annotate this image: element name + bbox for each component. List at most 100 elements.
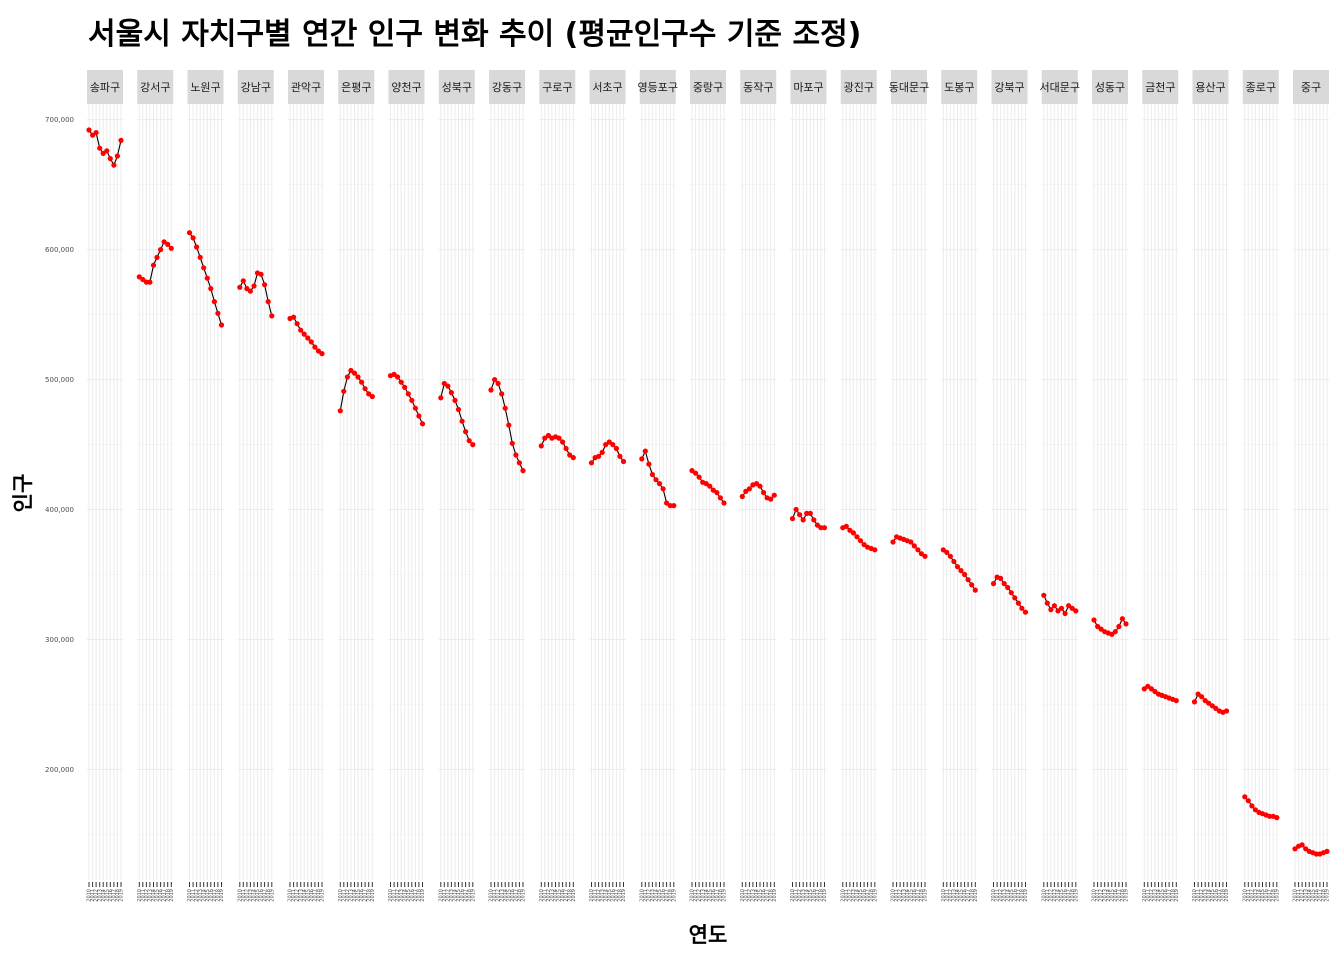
facet-panel: 성북구 2010201120122013201420152016201720182…: [438, 70, 476, 902]
data-point: [265, 299, 271, 305]
data-point: [563, 445, 569, 452]
data-point: [965, 577, 971, 583]
data-point: [405, 391, 411, 397]
data-point: [412, 405, 418, 411]
facet-grid: [840, 104, 877, 880]
data-point: [1098, 626, 1104, 632]
x-tick-label: 2019: [923, 889, 929, 902]
facet-strip-label: 동대문구: [889, 81, 929, 94]
x-tick-label: 2014: [804, 889, 810, 902]
data-point: [506, 422, 512, 428]
x-tick-label: 2018: [1070, 889, 1076, 902]
x-tick-label: 2019: [169, 889, 175, 902]
facet-grid: [589, 104, 626, 880]
x-tick-label: 2011: [341, 889, 347, 902]
facet-grid: [690, 104, 726, 880]
data-point: [269, 313, 275, 319]
data-point: [1015, 600, 1022, 606]
data-point: [1267, 813, 1273, 819]
x-tick-label: 2013: [650, 889, 656, 902]
x-tick-label: 2015: [155, 889, 161, 902]
x-tick-label: 2019: [219, 889, 225, 902]
facet-strip: [187, 70, 224, 104]
facet-strip: [1041, 70, 1078, 104]
x-tick-label: 2017: [715, 889, 721, 902]
data-point: [1048, 607, 1054, 613]
x-tick-label: 2019: [973, 889, 979, 902]
facet-panels: 송파구2010201120122013201420152016201720182…: [86, 70, 1331, 902]
data-point: [664, 500, 670, 506]
data-point: [114, 153, 120, 159]
x-tick-label: 2017: [815, 889, 821, 902]
data-point: [445, 383, 451, 389]
data-point: [653, 477, 659, 483]
x-tick-label: 2010: [137, 889, 143, 902]
data-point: [843, 523, 849, 530]
x-tick-label: 2012: [94, 889, 100, 902]
data-point: [944, 549, 950, 556]
data-point: [100, 150, 106, 156]
x-tick-label: 2012: [1300, 889, 1306, 902]
facet-panel: 중구 20102011201220132014201520162017201820…: [1292, 70, 1331, 902]
data-point: [1022, 609, 1029, 615]
x-tick-label: 2019: [1073, 889, 1079, 902]
data-point: [111, 162, 117, 168]
data-point: [1044, 600, 1050, 606]
x-tick-label: 2016: [862, 889, 868, 902]
x-tick-label: 2014: [1257, 889, 1263, 902]
facet-strip-label: 성동구: [1095, 81, 1125, 94]
x-tick-label: 2016: [1063, 889, 1069, 902]
x-tick-label: 2016: [108, 889, 114, 902]
x-tick-label: 2010: [790, 889, 796, 902]
x-tick-label: 2012: [496, 889, 502, 902]
data-point: [714, 490, 720, 496]
facet-panel: 영등포구 201020112012201320142015201620172018…: [638, 70, 678, 902]
x-tick-label: 2016: [1163, 889, 1169, 902]
data-point: [761, 490, 767, 496]
data-point: [717, 495, 724, 501]
y-tick-label: 700,000: [45, 116, 74, 124]
x-tick-label: 2015: [1210, 889, 1216, 902]
x-tick-label: 2012: [245, 889, 251, 902]
x-tick-label: 2019: [1023, 889, 1029, 902]
x-tick-label: 2019: [119, 889, 125, 902]
data-point: [671, 503, 677, 509]
facet-strip-label: 송파구: [90, 81, 120, 94]
facet-grid: [338, 104, 375, 880]
x-tick-label: 2018: [819, 889, 825, 902]
x-tick-label: 2013: [449, 889, 455, 902]
data-point: [247, 288, 253, 294]
data-point: [93, 130, 99, 136]
facet-panel: 강서구 2010201120122013201420152016201720182…: [136, 70, 175, 902]
data-point: [452, 397, 458, 403]
x-tick-label: 2011: [794, 889, 800, 902]
data-point: [168, 245, 174, 251]
x-tick-label: 2016: [560, 889, 566, 902]
x-tick-label: 2013: [550, 889, 556, 902]
data-point: [771, 492, 777, 498]
data-point: [147, 279, 153, 285]
x-tick-label: 2018: [366, 889, 372, 902]
x-tick-label: 2010: [941, 889, 947, 902]
data-point: [1073, 608, 1079, 614]
x-tick-label: 2018: [417, 889, 423, 902]
x-tick-label: 2015: [858, 889, 864, 902]
y-tick-label: 400,000: [45, 506, 74, 514]
x-tick-label: 2011: [894, 889, 900, 902]
facet-grid: [1192, 104, 1229, 880]
facet-grid: [1293, 104, 1329, 880]
x-tick-label: 2010: [1142, 889, 1148, 902]
x-tick-label: 2014: [402, 889, 408, 902]
x-tick-label: 2015: [205, 889, 211, 902]
data-point: [344, 374, 350, 380]
facet-grid: [87, 104, 123, 880]
facet-panel: 성동구 2010201120122013201420152016201720182…: [1091, 70, 1130, 902]
facet-panel: 광진구 2010201120122013201420152016201720182…: [840, 70, 878, 902]
data-point: [538, 443, 544, 449]
data-point: [186, 230, 193, 236]
data-point: [915, 547, 921, 553]
x-tick-label: 2010: [639, 889, 645, 902]
data-point: [97, 145, 103, 151]
x-tick-label: 2010: [1041, 889, 1047, 902]
facet-grid: [891, 104, 927, 880]
